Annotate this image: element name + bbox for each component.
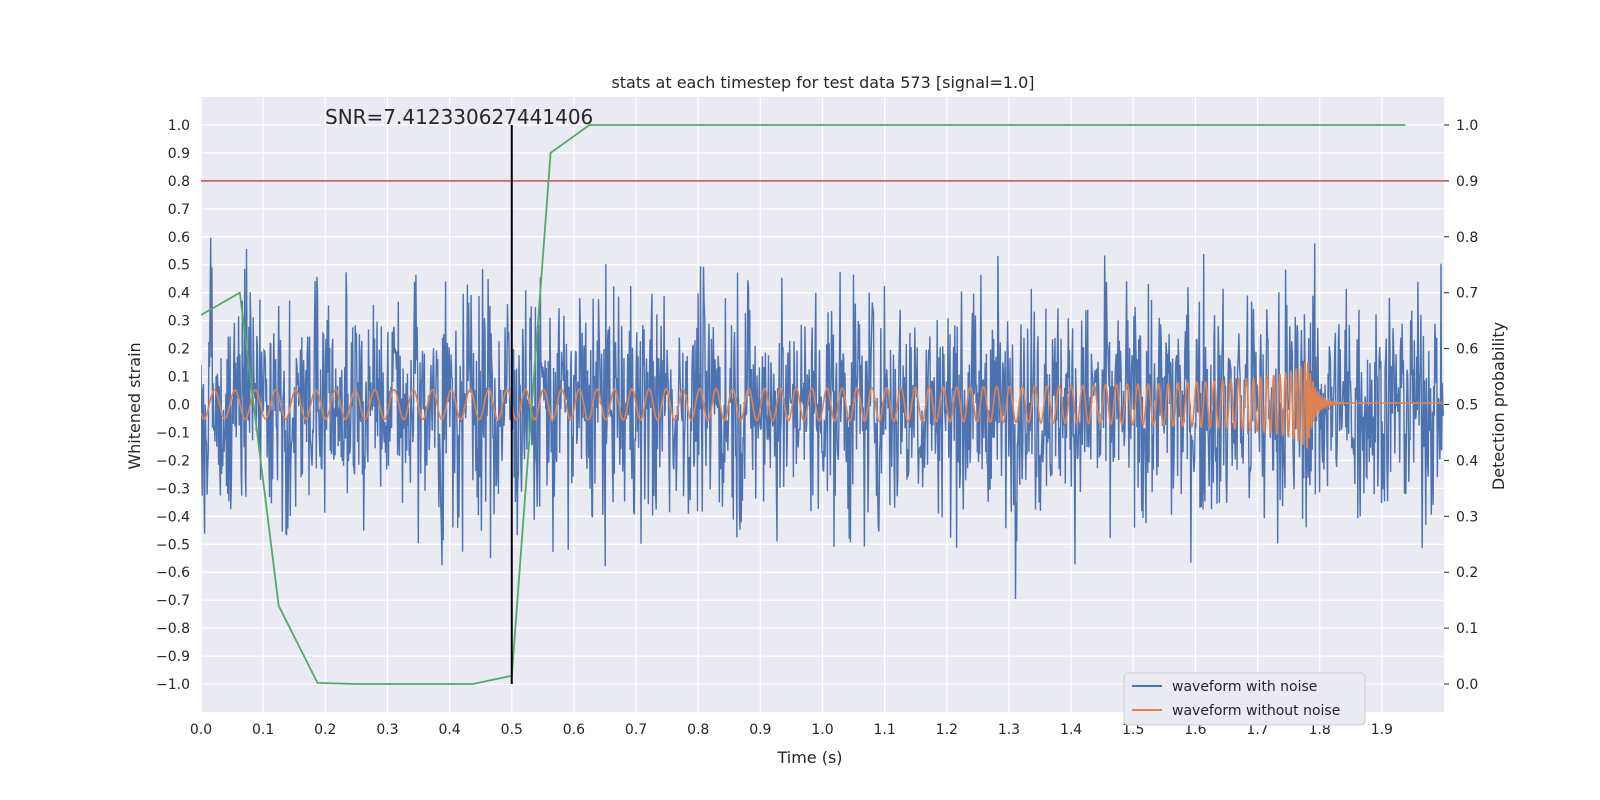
legend-label-noisy: waveform with noise: [1172, 679, 1317, 695]
chart-title: stats at each timestep for test data 573…: [611, 73, 1034, 92]
y-tick-label: −0.3: [156, 481, 190, 497]
y-tick-label: −0.7: [156, 593, 190, 609]
y2-tick-label: 0.6: [1456, 342, 1478, 358]
legend-label-clean: waveform without noise: [1172, 703, 1340, 719]
y-tick-label: −0.9: [156, 649, 190, 665]
y-tick-label: 0.2: [168, 342, 190, 358]
x-tick-label: 1.8: [1309, 722, 1331, 738]
y-tick-label: −1.0: [156, 677, 190, 693]
series-detection-probability: [201, 124, 1406, 685]
y2-tick-label: 1.0: [1456, 118, 1478, 134]
x-tick-label: 0.2: [314, 722, 336, 738]
x-tick-label: 1.5: [1122, 722, 1144, 738]
y2-axis-label: Detection probability: [1489, 322, 1508, 490]
legend: waveform with noise waveform without noi…: [1123, 672, 1366, 726]
x-tick-label: 0.3: [376, 722, 398, 738]
x-tick-label: 0.6: [563, 722, 585, 738]
x-tick-label: 1.2: [936, 722, 958, 738]
y2-tick-label: 0.4: [1456, 453, 1478, 469]
x-tick-label: 1.4: [1060, 722, 1082, 738]
y-tick-label: −0.5: [156, 537, 190, 553]
y-tick-label: 0.4: [168, 286, 190, 302]
y2-tick-label: 0.1: [1456, 621, 1478, 637]
legend-box: [1123, 672, 1366, 726]
x-tick-label: 0.7: [625, 722, 647, 738]
y2-axis-ticks: 1.0 0.9 0.8 0.7 0.6 0.5 0.4 0.3 0.2 0.1 0.0: [1444, 118, 1478, 693]
y2-tick-label: 0.7: [1456, 286, 1478, 302]
y-axis-ticks: 1.0 0.9 0.8 0.7 0.6 0.5 0.4 0.3 0.2 0.1 0.0 −0.1 −0.…: [156, 118, 190, 693]
y-tick-label: 0.6: [168, 230, 190, 246]
x-tick-label: 1.3: [998, 722, 1020, 738]
y-tick-label: 0.7: [168, 202, 190, 218]
y2-tick-label: 0.8: [1456, 230, 1478, 246]
x-tick-label: 0.8: [687, 722, 709, 738]
y2-tick-label: 0.9: [1456, 174, 1478, 190]
x-tick-label: 1.9: [1371, 722, 1393, 738]
x-tick-label: 0.1: [252, 722, 274, 738]
x-tick-label: 0.4: [438, 722, 460, 738]
x-tick-label: 0.0: [190, 722, 212, 738]
x-tick-label: 1.7: [1246, 722, 1268, 738]
y2-tick-label: 0.5: [1456, 398, 1478, 414]
y-tick-label: 0.5: [168, 258, 190, 274]
x-tick-label: 1.6: [1184, 722, 1206, 738]
y-axis-label: Whitened strain: [125, 342, 144, 469]
y-tick-label: 1.0: [168, 118, 190, 134]
y-tick-label: −0.2: [156, 453, 190, 469]
x-tick-label: 0.9: [749, 722, 771, 738]
x-tick-label: 1.0: [811, 722, 833, 738]
series-waveform-without-noise: [201, 361, 1444, 449]
x-tick-label: 0.5: [501, 722, 523, 738]
y-tick-label: −0.6: [156, 565, 190, 581]
y-tick-label: −0.4: [156, 509, 190, 525]
x-axis-ticks: 0.0 0.1 0.2 0.3 0.4 0.5 0.6 0.7 0.8 0.9 1.0 1.1 1.2 1…: [190, 722, 1393, 738]
y-tick-label: 0.9: [168, 146, 190, 162]
snr-annotation: SNR=7.412330627441406: [325, 105, 593, 129]
y-tick-label: 0.8: [168, 174, 190, 190]
y-tick-label: −0.1: [156, 425, 190, 441]
y2-tick-label: 0.2: [1456, 565, 1478, 581]
x-tick-label: 1.1: [874, 722, 896, 738]
y-tick-label: −0.8: [156, 621, 190, 637]
y-tick-label: 0.1: [168, 370, 190, 386]
x-axis-label: Time (s): [776, 748, 842, 767]
y-tick-label: 0.0: [168, 398, 190, 414]
y2-tick-label: 0.0: [1456, 677, 1478, 693]
series-waveform-with-noise: [201, 237, 1444, 600]
y2-tick-label: 0.3: [1456, 509, 1478, 525]
y-tick-label: 0.3: [168, 314, 190, 330]
